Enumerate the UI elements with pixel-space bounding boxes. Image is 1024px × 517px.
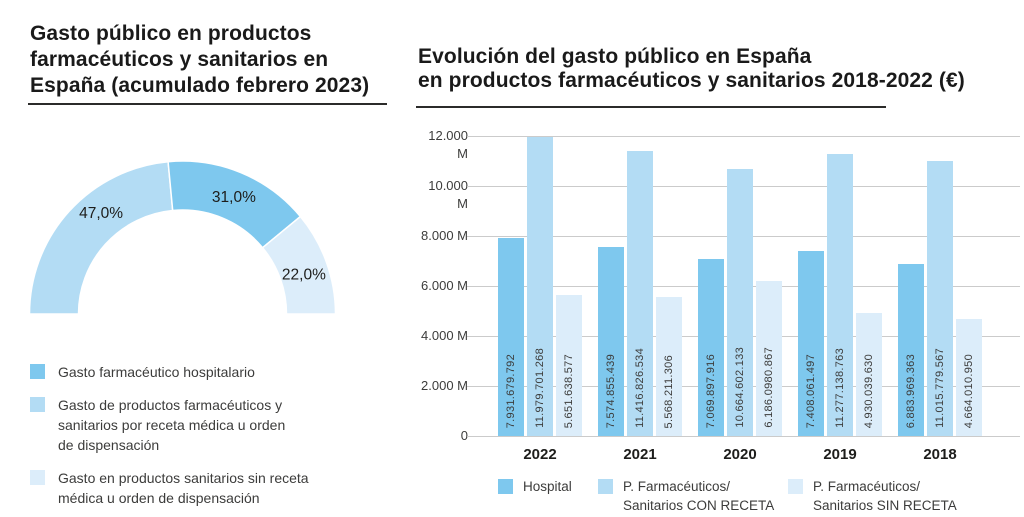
bar-hospital-2018: 6.883.969.363 (898, 263, 924, 436)
legend-item-con-receta: P. Farmacéuticos/ Sanitarios CON RECETA (598, 477, 774, 515)
bar-con_receta-2019: 11.277.138.763 (827, 154, 853, 436)
y-axis-tick-label: 8.000 M (421, 228, 468, 243)
hospital-color-swatch (30, 364, 45, 379)
y-axis-tick-label: 6.000 M (421, 278, 468, 293)
bar-value-label: 10.664.602.133 (734, 347, 746, 428)
bar-hospital-2021: 7.574.855.439 (598, 246, 624, 436)
x-axis-year-label: 2021 (623, 446, 657, 463)
legend-label: P. Farmacéuticos/ Sanitarios CON RECETA (623, 479, 775, 513)
gridline (467, 136, 1020, 137)
bar-value-label: 7.408.061.497 (805, 353, 817, 428)
bar-value-label: 4.930.039.630 (863, 353, 875, 428)
bar-value-label: 11.416.826.534 (634, 348, 646, 428)
legend-label: Gasto en productos sanitarios sin receta… (58, 470, 309, 506)
bar-chart-plot-area: 7.931.679.792 11.979.701.268 5.651.638.577… (467, 136, 1020, 463)
bar-sin_receta-2018: 4.664.010.950 (956, 319, 982, 436)
y-axis-tick-label: 4.000 M (421, 328, 468, 343)
bar-chart: 12.000 M 10.000 M 8.000 M 6.000 M 4.000 M 2.0… (416, 0, 1024, 517)
donut-slice-percentage: 31,0% (212, 189, 256, 206)
legend-label: Gasto farmacéutico hospitalario (58, 364, 255, 380)
left-chart-title: Gasto público en productos farmacéuticos… (30, 22, 370, 97)
donut-slice-percentage: 47,0% (79, 205, 123, 222)
bar-value-label: 4.664.010.950 (963, 353, 975, 428)
bar-value-label: 7.069.897.916 (705, 353, 717, 428)
bar-value-label: 6.186.0980.867 (763, 347, 775, 428)
bar-sin_receta-2022: 5.651.638.577 (556, 294, 582, 436)
y-axis-tick-label: 12.000 M (428, 128, 468, 161)
right-title-divider (416, 106, 886, 108)
x-axis-year-label: 2020 (723, 446, 757, 463)
legend-item-sin-receta: Gasto en productos sanitarios sin receta… (30, 468, 400, 508)
bar-value-label: 5.568.211.306 (663, 354, 675, 428)
x-axis-year-label: 2022 (523, 446, 557, 463)
bar-value-label: 11.277.138.763 (834, 348, 846, 428)
bar-value-label: 5.651.638.577 (563, 353, 575, 428)
legend-label: Hospital (523, 479, 572, 494)
bar-con_receta-2020: 10.664.602.133 (727, 169, 753, 436)
bar-hospital-2019: 7.408.061.497 (798, 250, 824, 436)
legend-item-sin-receta: P. Farmacéuticos/ Sanitarios SIN RECETA (788, 477, 957, 515)
left-title-divider (28, 103, 387, 105)
donut-slice-con_receta (28, 160, 174, 315)
half-donut-chart: 47,0% 31,0% 22,0% (28, 160, 337, 315)
con-receta-color-swatch (598, 479, 613, 494)
y-axis-tick-label: 2.000 M (421, 378, 468, 393)
right-chart-panel: Evolución del gasto público en España en… (416, 0, 1024, 517)
bar-sin_receta-2020: 6.186.0980.867 (756, 281, 782, 436)
bar-con_receta-2022: 11.979.701.268 (527, 136, 553, 436)
gridline (467, 436, 1020, 437)
right-chart-title: Evolución del gasto público en España en… (418, 45, 965, 92)
bar-con_receta-2021: 11.416.826.534 (627, 150, 653, 436)
donut-slice-percentage: 22,0% (282, 266, 326, 283)
bar-value-label: 7.574.855.439 (605, 353, 617, 428)
left-chart-panel: Gasto público en productos farmacéuticos… (28, 0, 408, 517)
bar-value-label: 7.931.679.792 (505, 353, 517, 428)
bar-value-label: 11.979.701.268 (534, 348, 546, 428)
hospital-color-swatch (498, 479, 513, 494)
legend-item-hospital: Hospital (498, 477, 572, 496)
bar-value-label: 6.883.969.363 (905, 353, 917, 428)
bar-sin_receta-2019: 4.930.039.630 (856, 312, 882, 436)
bar-hospital-2022: 7.931.679.792 (498, 237, 524, 436)
sin-receta-color-swatch (788, 479, 803, 494)
x-axis-year-label: 2019 (823, 446, 857, 463)
bar-hospital-2020: 7.069.897.916 (698, 259, 724, 436)
legend-item-hospital: Gasto farmacéutico hospitalario (30, 362, 400, 382)
legend-label: P. Farmacéuticos/ Sanitarios SIN RECETA (813, 479, 957, 513)
left-chart-legend: Gasto farmacéutico hospitalario Gasto de… (30, 362, 400, 508)
donut-slice-sin_receta (261, 215, 337, 315)
bar-con_receta-2018: 11.015.779.567 (927, 160, 953, 436)
con-receta-color-swatch (30, 397, 45, 412)
bar-value-label: 11.015.779.567 (934, 348, 946, 428)
y-axis-tick-label: 10.000 M (428, 178, 468, 211)
legend-label: Gasto de productos farmacéuticos y sanit… (58, 397, 286, 453)
x-axis-year-label: 2018 (923, 446, 957, 463)
y-axis-tick-label: 0 (460, 428, 468, 443)
sin-receta-color-swatch (30, 470, 45, 485)
legend-item-con-receta: Gasto de productos farmacéuticos y sanit… (30, 395, 400, 455)
bar-sin_receta-2021: 5.568.211.306 (656, 296, 682, 436)
